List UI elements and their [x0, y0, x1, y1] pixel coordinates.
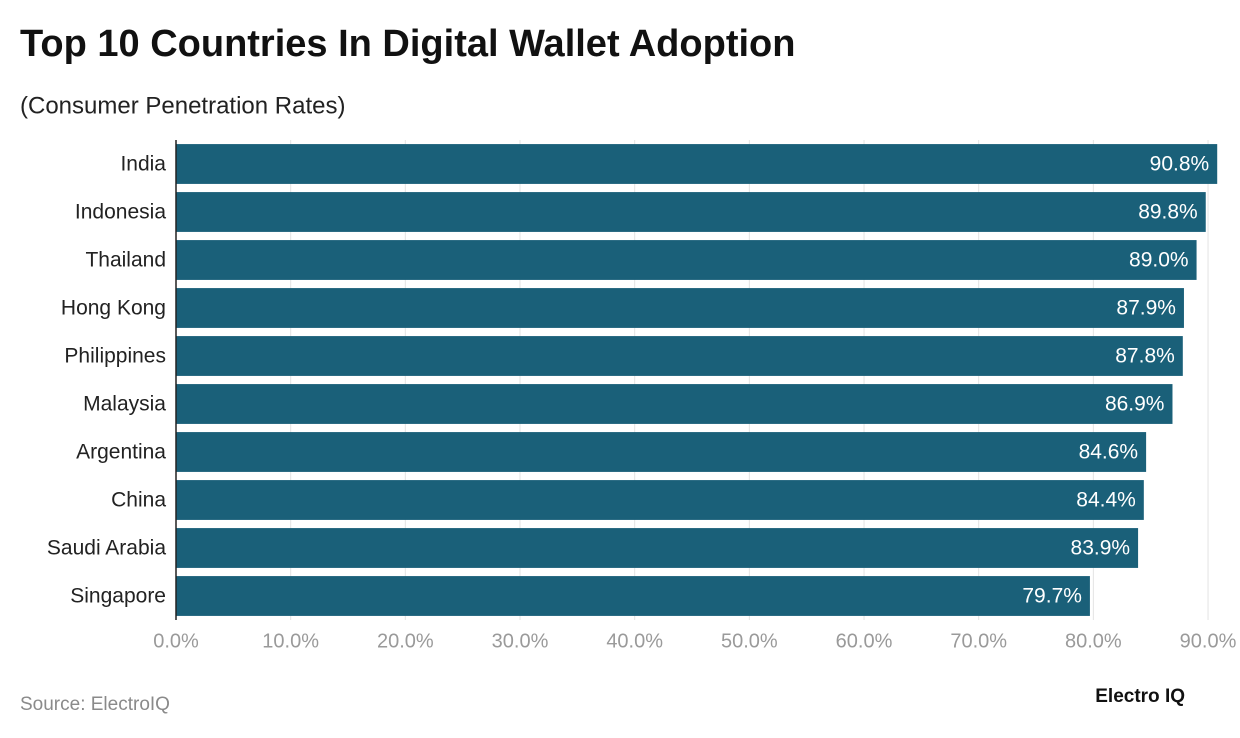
- x-tick-label: 60.0%: [836, 630, 893, 652]
- chart-title: Top 10 Countries In Digital Wallet Adopt…: [20, 23, 795, 65]
- x-tick-label: 40.0%: [606, 630, 663, 652]
- x-tick-label: 50.0%: [721, 630, 778, 652]
- bar: [176, 528, 1139, 568]
- value-label: 89.8%: [1138, 201, 1198, 224]
- chart-subtitle: (Consumer Penetration Rates): [20, 92, 345, 119]
- y-tick-label: Hong Kong: [61, 297, 166, 320]
- y-tick-label: Philippines: [64, 345, 166, 368]
- bar: [176, 384, 1173, 424]
- brand-logo: Electro IQ: [1095, 686, 1185, 707]
- bar: [176, 576, 1090, 616]
- y-tick-label: Argentina: [76, 441, 166, 464]
- y-tick-label: India: [120, 153, 166, 176]
- bar: [176, 144, 1218, 184]
- bar: [176, 288, 1184, 328]
- value-label: 79.7%: [1022, 585, 1082, 608]
- y-tick-label: Singapore: [70, 585, 166, 608]
- bar: [176, 240, 1197, 280]
- y-tick-label: Indonesia: [75, 201, 166, 224]
- bar: [176, 336, 1183, 376]
- y-tick-label: China: [111, 489, 166, 512]
- value-label: 87.8%: [1115, 345, 1175, 368]
- x-tick-label: 0.0%: [153, 630, 199, 652]
- bar: [176, 432, 1147, 472]
- y-tick-label: Thailand: [85, 249, 166, 272]
- x-tick-label: 10.0%: [262, 630, 319, 652]
- x-tick-label: 20.0%: [377, 630, 434, 652]
- y-tick-label: Saudi Arabia: [47, 537, 166, 560]
- value-label: 84.6%: [1079, 441, 1139, 464]
- value-label: 83.9%: [1071, 537, 1131, 560]
- source: Source: ElectroIQ: [20, 694, 170, 715]
- value-label: 86.9%: [1105, 393, 1165, 416]
- value-label: 89.0%: [1129, 249, 1189, 272]
- bar: [176, 480, 1144, 520]
- bar: [176, 192, 1206, 232]
- x-tick-label: 80.0%: [1065, 630, 1122, 652]
- value-label: 90.8%: [1150, 153, 1210, 176]
- value-label: 87.9%: [1116, 297, 1176, 320]
- y-tick-label: Malaysia: [83, 393, 166, 416]
- x-tick-label: 90.0%: [1180, 630, 1237, 652]
- x-tick-label: 30.0%: [492, 630, 549, 652]
- value-label: 84.4%: [1076, 489, 1136, 512]
- x-tick-label: 70.0%: [950, 630, 1007, 652]
